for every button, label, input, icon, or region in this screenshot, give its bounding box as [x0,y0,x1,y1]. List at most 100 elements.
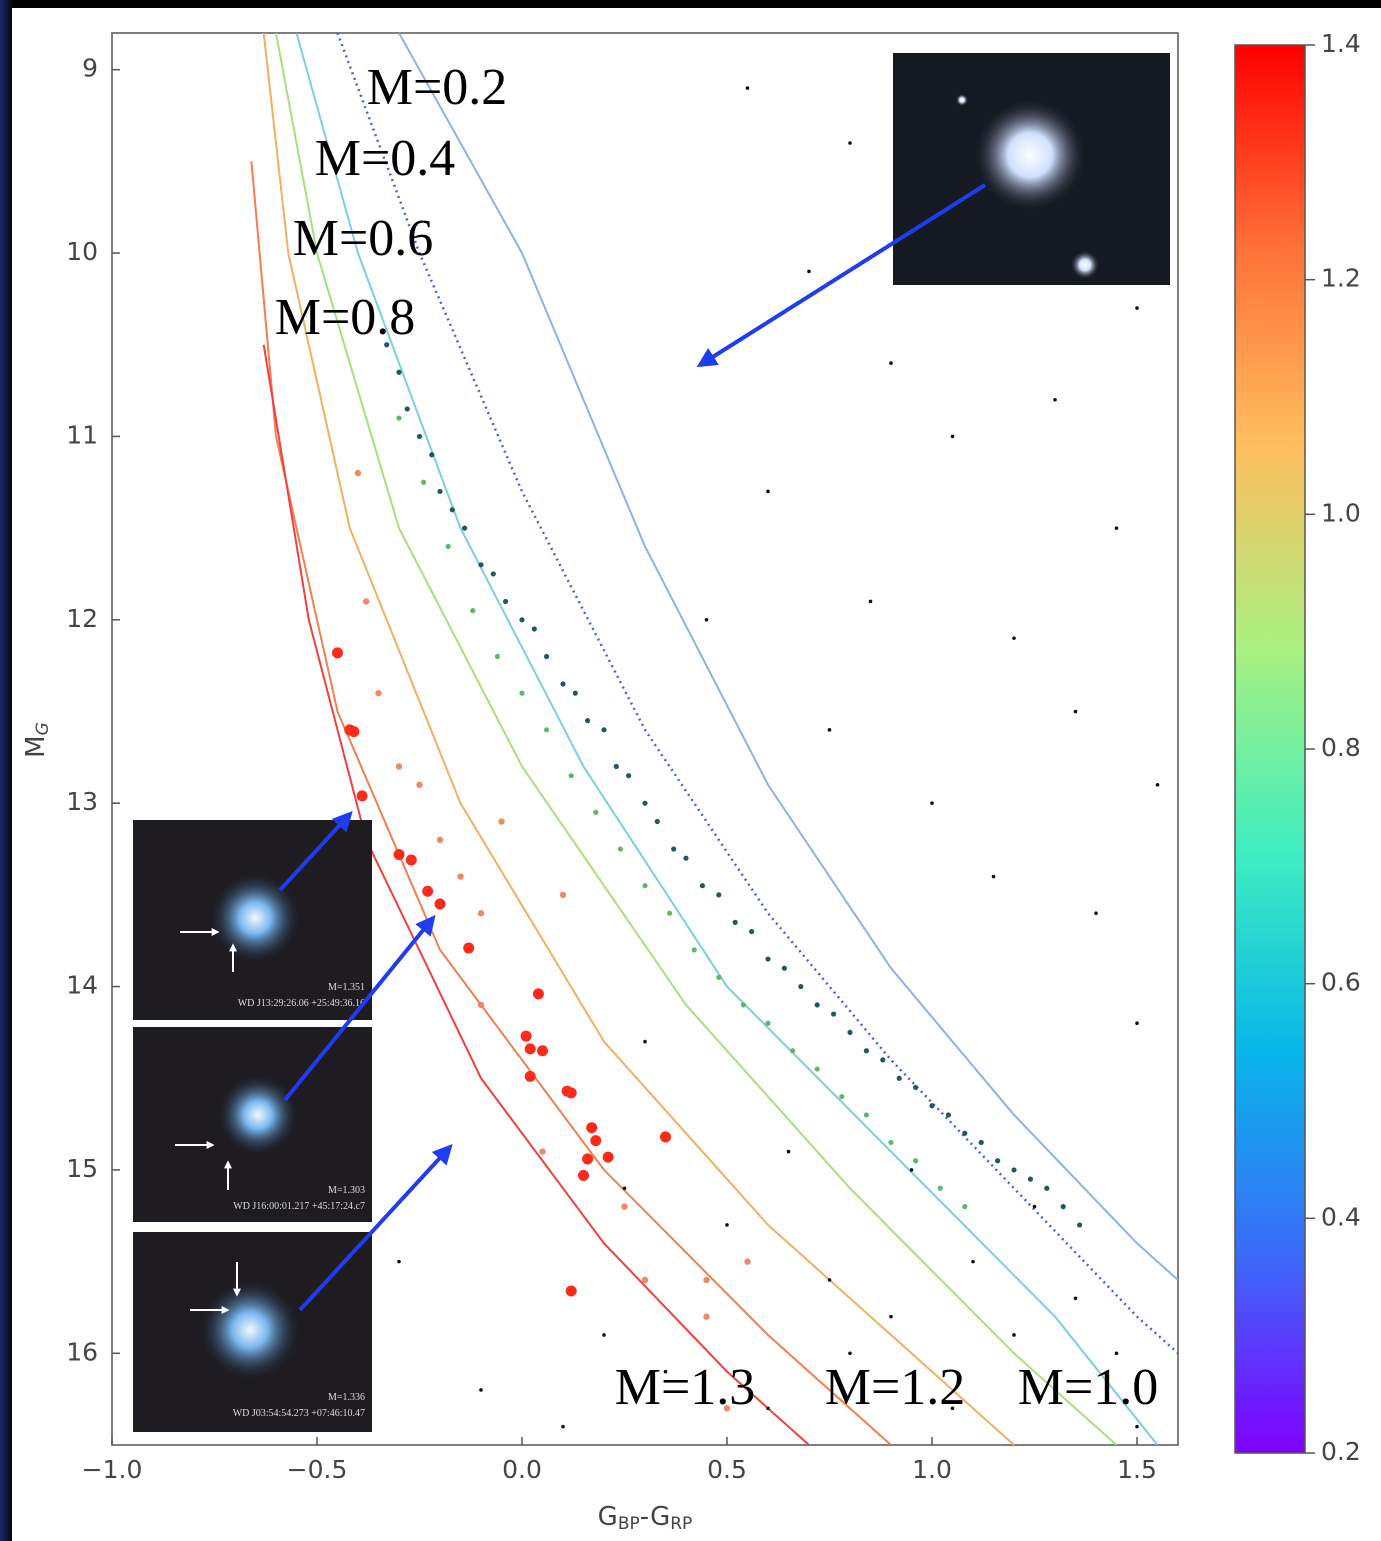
y-tick-label: 9 [82,54,98,83]
point [1077,1222,1083,1228]
cooling-track [336,33,1178,1355]
point [1012,636,1016,640]
point [1073,709,1078,714]
point [831,1011,837,1017]
y-axis-label: MG [21,722,53,758]
point [498,818,505,825]
point [642,883,648,889]
point [582,1153,594,1165]
track-label: M=0.8 [275,289,416,346]
x-tick-label: 0.5 [707,1455,747,1484]
track-label: M=1.2 [825,1359,966,1416]
point [896,1075,902,1081]
point [437,488,443,495]
point [405,854,417,866]
point [683,855,689,861]
inset-name: WD J13:29:26.06 +25:49:36.16 [238,998,365,1009]
point [814,1002,820,1008]
point [1114,1351,1119,1356]
point [494,653,500,660]
inset-mass: M=1.336 [328,1392,365,1403]
cooling-track [295,33,1159,1445]
point [416,781,423,789]
point [477,910,485,917]
point [1094,911,1098,916]
point [445,543,451,550]
point [1032,1204,1037,1209]
point [991,874,996,879]
point [477,1001,485,1009]
inset-name: WD J16:00:01.217 +45:17:24.c7 [233,1201,365,1212]
point [1135,1424,1139,1429]
point [585,718,591,724]
point [1155,783,1160,787]
point [524,1043,536,1055]
colorbar-tick-label: 1.0 [1321,498,1361,527]
y-tick-label: 14 [66,971,98,1000]
inset-mass: M=1.303 [328,1185,365,1196]
point [332,647,343,659]
point [716,974,722,980]
colorbar-axis: 0.2 0.4 0.6 0.8 1.0 1.2 1.4 [1305,29,1361,1466]
cooling-track [250,161,892,1445]
point [395,763,403,770]
point [654,818,660,825]
track-label: M=0.4 [315,130,456,187]
track-label: M=0.2 [367,59,508,116]
point [807,269,811,274]
point [565,1285,577,1297]
point [490,571,496,577]
inset-image: M=1.336 WD J03:54:54.273 +07:46:10.47 [133,1144,453,1432]
track-labels: M=0.2 M=0.4 M=0.6 M=0.8 M=1.0 M=1.2 M=1.3 [275,59,1159,1416]
point [622,1186,627,1191]
colorbar-tick-label: 0.8 [1321,733,1361,762]
point [520,1030,532,1042]
point [699,883,706,889]
point [356,790,368,802]
point [1044,1185,1050,1191]
point [565,1087,577,1099]
track-label: M=1.3 [615,1359,756,1416]
cooling-track [275,33,1118,1445]
point [519,617,525,623]
point [962,1204,968,1210]
point [1027,1176,1033,1182]
point [626,773,632,779]
point [478,562,484,568]
x-tick-label: 0.0 [502,1455,542,1484]
track-label: M=1.0 [1018,1359,1159,1416]
point [995,1158,1001,1164]
point [1135,1021,1139,1026]
cooling-track [262,33,1015,1445]
point [765,956,771,962]
point [429,452,435,458]
point [396,369,402,375]
point [601,727,607,733]
track-label: M=0.6 [293,210,434,267]
point [457,873,464,880]
tracks [250,33,1178,1445]
point [740,1002,747,1008]
point [667,910,673,916]
y-label-part: M [21,735,51,757]
point [434,898,446,910]
point [561,1424,565,1429]
point [868,599,873,604]
point [384,342,390,348]
point [848,141,852,145]
point [560,681,566,687]
point [827,728,832,732]
x-label-part: BP [618,1514,640,1534]
point [839,1093,845,1100]
point [617,846,624,852]
axes: −1.0 −0.5 0.0 0.5 1.0 1.5 9 10 11 12 13 14 15 16 [66,54,1157,1484]
point [732,919,738,925]
point [827,1278,832,1282]
colorbar-tick-label: 0.6 [1321,968,1361,997]
point [363,598,370,605]
y-tick-label: 11 [66,420,98,449]
y-tick-label: 13 [66,787,98,816]
point [593,809,599,815]
point [1114,526,1119,530]
point [766,1406,770,1411]
